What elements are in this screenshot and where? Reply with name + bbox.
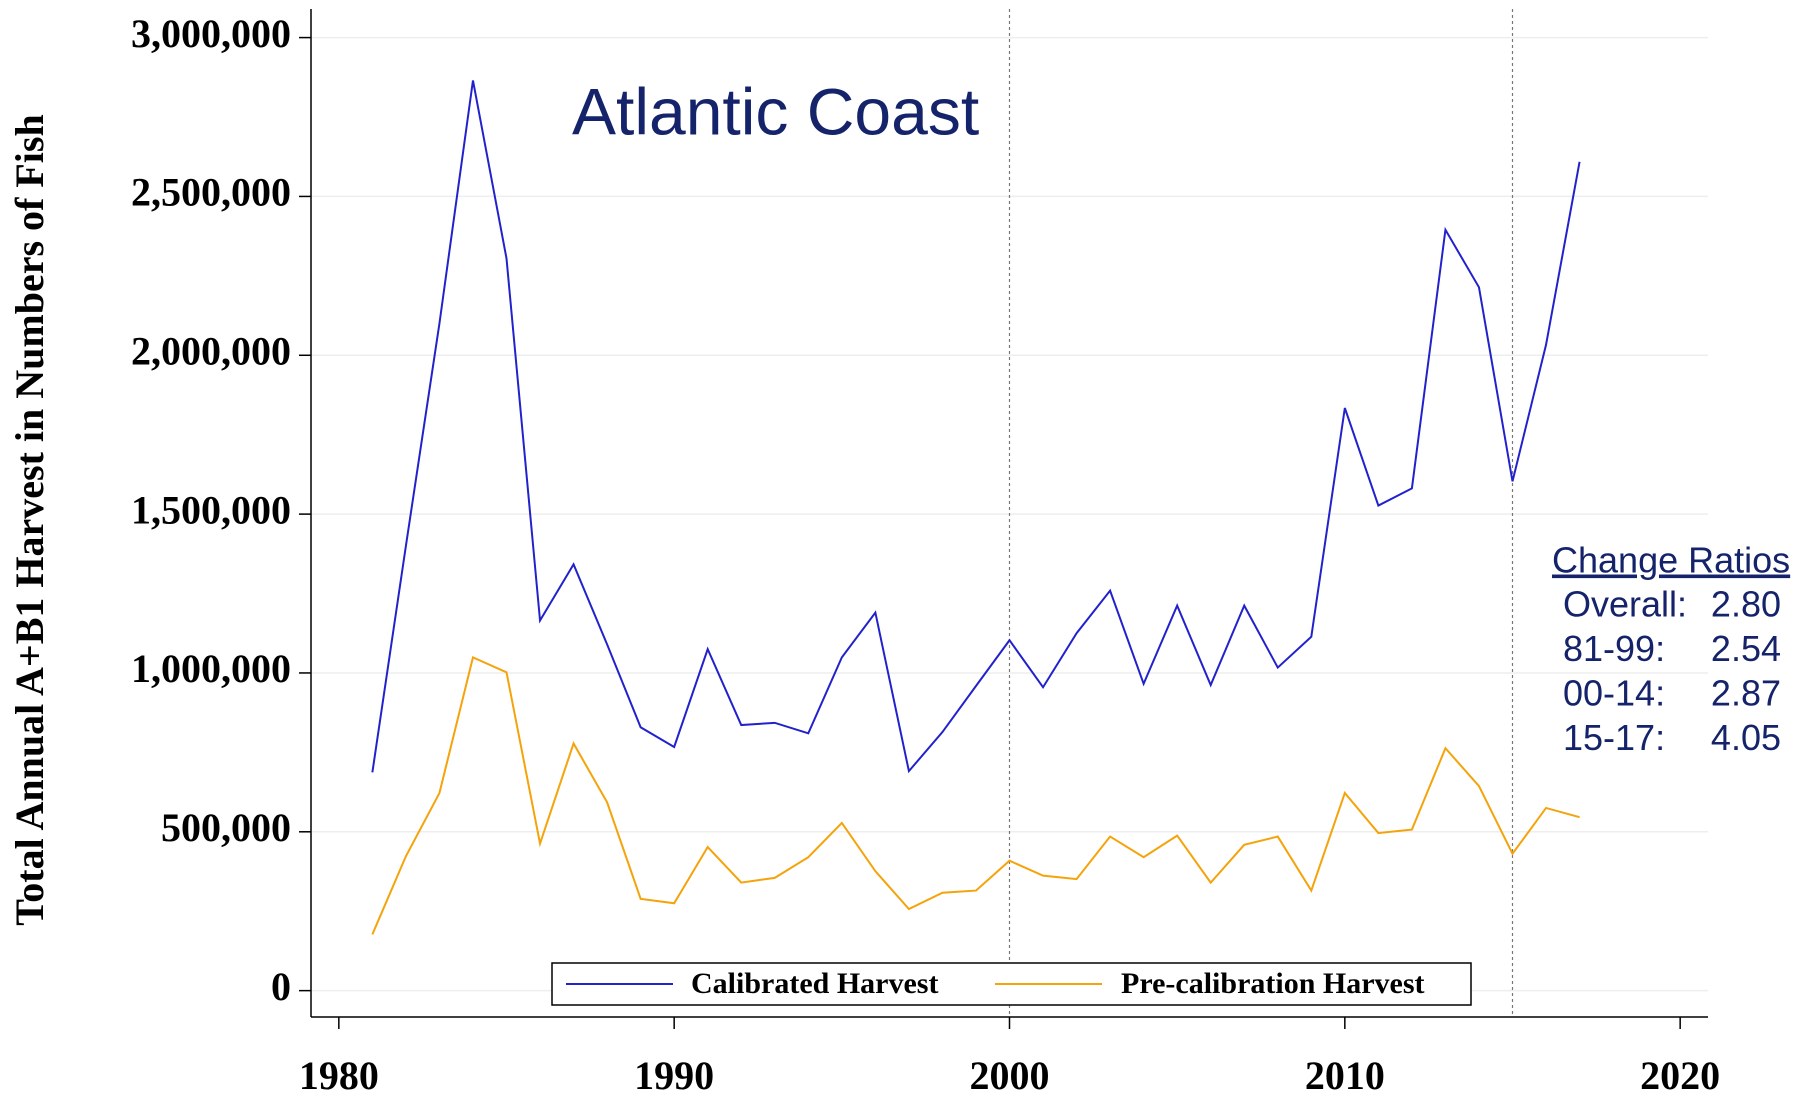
chart-title: Atlantic Coast: [572, 74, 979, 148]
ratio-value: 4.05: [1711, 717, 1781, 758]
x-tick-label: 2020: [1640, 1053, 1720, 1098]
y-tick-label: 500,000: [161, 805, 291, 850]
y-tick-label: 2,000,000: [131, 328, 291, 373]
legend-label: Pre-calibration Harvest: [1121, 967, 1425, 1000]
y-tick-label: 2,500,000: [131, 170, 291, 215]
y-tick-label: 3,000,000: [131, 11, 291, 56]
x-tick-label: 1980: [299, 1053, 379, 1098]
legend-label: Calibrated Harvest: [691, 967, 938, 1000]
ratio-label: 15-17:: [1563, 717, 1665, 758]
x-tick-label: 2000: [970, 1053, 1050, 1098]
ratio-value: 2.80: [1711, 584, 1781, 625]
y-tick-label: 1,500,000: [131, 487, 291, 532]
y-tick-label: 1,000,000: [131, 646, 291, 691]
ratio-value: 2.87: [1711, 673, 1781, 714]
ratio-value: 2.54: [1711, 628, 1781, 669]
data-line: [371, 655, 1580, 935]
y-tick-label: 0: [271, 964, 291, 1009]
x-tick-label: 1990: [634, 1053, 714, 1098]
ratio-label: 81-99:: [1563, 628, 1665, 669]
ratio-label: 00-14:: [1563, 673, 1665, 714]
data-line: [371, 80, 1581, 774]
y-axis-label: Total Annual A+B1 Harvest in Numbers of …: [7, 114, 52, 925]
x-tick-label: 2010: [1305, 1053, 1385, 1098]
ratio-label: Overall:: [1563, 584, 1687, 625]
ratio-title: Change Ratios: [1552, 540, 1790, 581]
